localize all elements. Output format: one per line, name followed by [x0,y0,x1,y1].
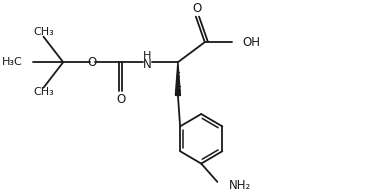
Text: H: H [143,51,151,61]
Text: H₃C: H₃C [2,57,23,67]
Text: O: O [87,56,96,69]
Text: CH₃: CH₃ [33,87,54,97]
Text: N: N [143,58,152,71]
Text: O: O [192,2,201,15]
Text: O: O [116,93,125,106]
Text: NH₂: NH₂ [229,179,251,192]
Text: OH: OH [242,36,260,49]
Polygon shape [175,62,180,95]
Text: CH₃: CH₃ [33,27,54,37]
